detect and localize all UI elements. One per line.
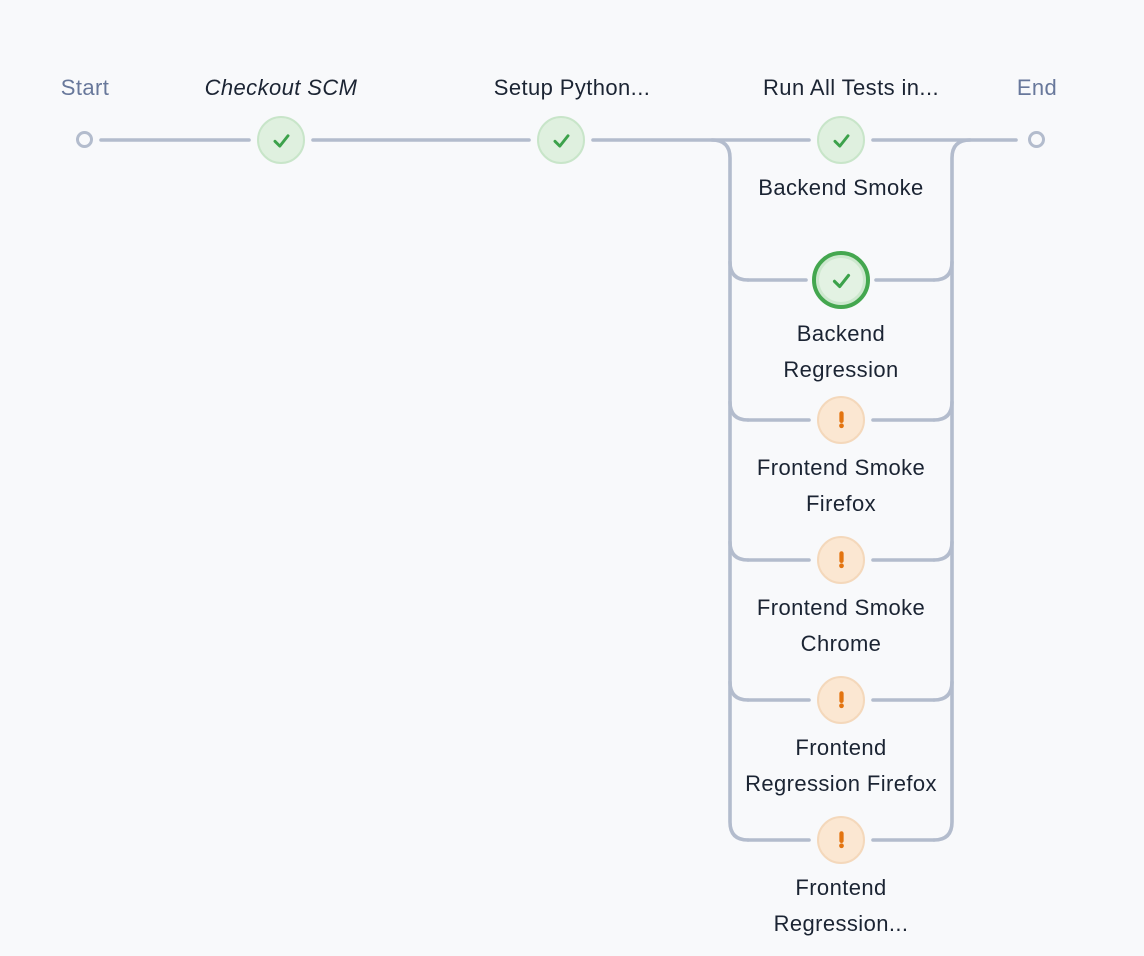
edge-split-branch-3 bbox=[728, 400, 750, 422]
branch-label-line: Frontend bbox=[795, 735, 887, 760]
end-node bbox=[1028, 131, 1045, 148]
edge-merge-branch-2 bbox=[932, 260, 954, 282]
end-label: End bbox=[1016, 75, 1058, 100]
branch-label-line: Backend Smoke bbox=[758, 175, 924, 200]
exclamation-icon bbox=[838, 690, 844, 708]
stage-label-checkout-scm[interactable]: Checkout SCM bbox=[204, 75, 358, 100]
branch-node-backend-regression[interactable] bbox=[812, 251, 870, 309]
branch-label-line: Frontend bbox=[795, 875, 887, 900]
stage-label-run-all-tests[interactable]: Run All Tests in... bbox=[763, 75, 939, 100]
check-icon bbox=[833, 133, 849, 148]
branch-label-line: Regression... bbox=[773, 911, 909, 936]
branch-node-frontend-smoke-chrome[interactable] bbox=[817, 536, 865, 584]
start-node bbox=[76, 131, 93, 148]
branch-label-line: Frontend Smoke bbox=[756, 455, 926, 480]
stage-label-setup-python[interactable]: Setup Python... bbox=[493, 75, 651, 100]
branch-label-line: Backend bbox=[796, 321, 886, 346]
exclamation-icon bbox=[838, 550, 844, 568]
edge-split-branch-5 bbox=[728, 680, 750, 702]
branch-label-frontend-smoke-chrome[interactable]: Frontend Smoke Chrome bbox=[757, 590, 925, 662]
edge-split-rail bbox=[710, 138, 750, 842]
branch-label-frontend-regression-more[interactable]: Frontend Regression... bbox=[774, 870, 909, 942]
branch-label-line: Regression Firefox bbox=[745, 771, 937, 796]
branch-label-line: Chrome bbox=[800, 631, 882, 656]
branch-label-backend-regression[interactable]: Backend Regression bbox=[783, 316, 898, 388]
branch-node-frontend-regression-firefox[interactable] bbox=[817, 676, 865, 724]
branch-label-frontend-smoke-firefox[interactable]: Frontend Smoke Firefox bbox=[757, 450, 925, 522]
edge-split-branch-4 bbox=[728, 540, 750, 562]
branch-node-frontend-regression-more[interactable] bbox=[817, 816, 865, 864]
branch-label-frontend-regression-firefox[interactable]: Frontend Regression Firefox bbox=[745, 730, 937, 802]
branch-node-backend-smoke[interactable] bbox=[817, 116, 865, 164]
branch-label-line: Frontend Smoke bbox=[756, 595, 926, 620]
edge-merge-branch-3 bbox=[932, 400, 954, 422]
stage-node-setup-python[interactable] bbox=[537, 116, 585, 164]
edge-split-branch-2 bbox=[728, 260, 750, 282]
check-icon bbox=[553, 133, 569, 148]
start-label: Start bbox=[60, 75, 110, 100]
check-icon bbox=[832, 273, 850, 288]
branch-label-line: Firefox bbox=[805, 491, 877, 516]
check-icon bbox=[273, 133, 289, 148]
stage-node-checkout-scm[interactable] bbox=[257, 116, 305, 164]
branch-node-frontend-smoke-firefox[interactable] bbox=[817, 396, 865, 444]
edge-merge-rail bbox=[932, 138, 972, 842]
branch-label-backend-smoke[interactable]: Backend Smoke bbox=[758, 170, 923, 206]
exclamation-icon bbox=[838, 830, 844, 848]
branch-label-line: Regression bbox=[783, 357, 899, 382]
exclamation-icon bbox=[838, 410, 844, 428]
edge-merge-branch-4 bbox=[932, 540, 954, 562]
edge-merge-branch-5 bbox=[932, 680, 954, 702]
